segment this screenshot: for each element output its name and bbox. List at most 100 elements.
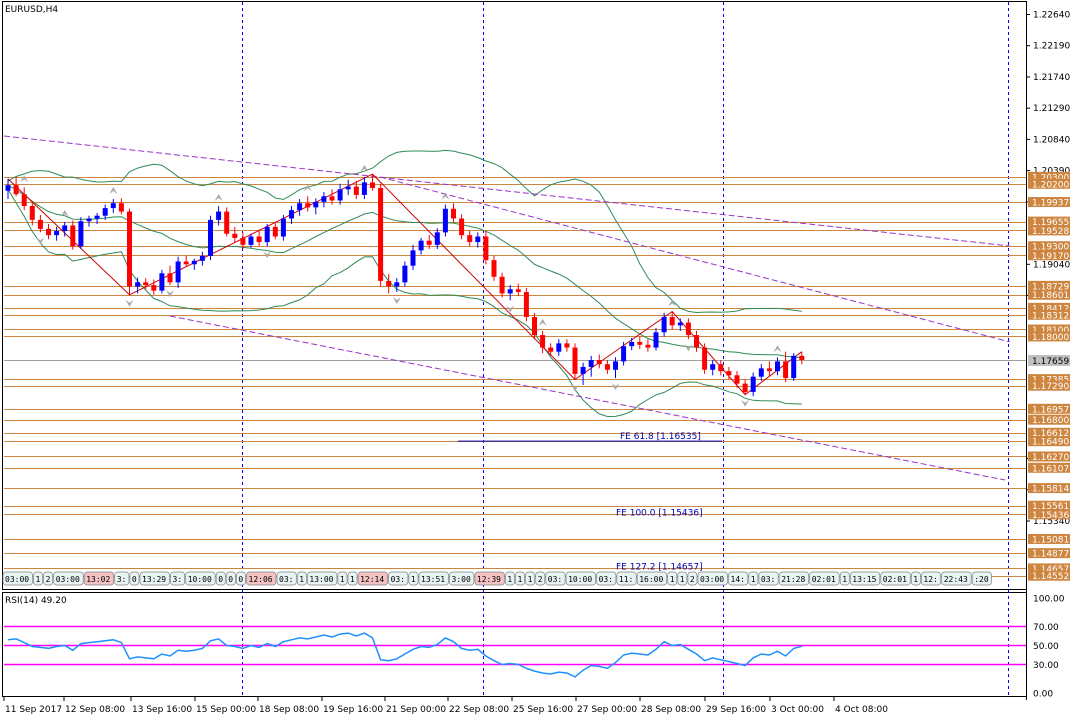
time-tag-box-10	[215, 571, 226, 586]
time-tag-text-14: 03:	[279, 575, 293, 584]
level-box-20	[1028, 462, 1070, 473]
candle-body-13	[110, 203, 116, 209]
candle-body-10	[86, 218, 92, 222]
level-label-23: 1.15436	[1032, 511, 1069, 521]
time-tag-text-43: 1	[842, 575, 847, 584]
candle-body-63	[515, 289, 521, 293]
fractal-down-5	[506, 305, 515, 313]
time-label-2: 13 Sep 16:00	[132, 705, 192, 715]
time-label-4: 18 Sep 08:00	[259, 705, 319, 715]
level-box-4	[1028, 225, 1070, 236]
time-tag-text-42: 02:01	[812, 575, 836, 584]
candle-body-69	[564, 343, 570, 348]
fractal-markers	[20, 164, 782, 407]
candle-body-45	[370, 182, 375, 188]
level-label-25: 1.14877	[1032, 550, 1069, 560]
price-scale-label-5: 1.20390	[1033, 167, 1070, 177]
candle-body-32	[264, 226, 270, 243]
fractal-up-8	[668, 299, 677, 307]
time-tag-text-26: 1	[518, 575, 523, 584]
price-scale-label-4: 1.20840	[1033, 135, 1070, 145]
candle-body-6	[54, 230, 60, 236]
time-tag-text-17: 1	[340, 575, 345, 584]
candle-body-25	[208, 219, 213, 256]
time-tag-text-13: 12:06	[249, 575, 273, 584]
candle-body-5	[46, 228, 51, 236]
candle-body-55	[451, 208, 456, 219]
candle-body-27	[224, 211, 230, 234]
time-tag-text-25: 1	[507, 575, 512, 584]
time-tag-box-18	[347, 571, 358, 586]
rsi-title: RSI(14) 49.20	[5, 596, 67, 606]
level-box-25	[1028, 548, 1070, 559]
level-label-16: 1.16800	[1032, 416, 1069, 426]
candle-body-82	[669, 317, 675, 326]
level-label-21: 1.15814	[1032, 485, 1069, 495]
time-tag-text-40: 03:	[761, 575, 775, 584]
level-label-5: 1.19300	[1032, 243, 1069, 253]
level-box-22	[1028, 500, 1070, 511]
candle-body-90	[734, 375, 740, 384]
level-label-2: 1.19937	[1032, 199, 1069, 209]
candle-body-68	[556, 343, 562, 352]
price-scale-label-0: 1.22640	[1033, 10, 1070, 20]
time-tag-box-14	[276, 571, 297, 586]
time-tag-box-19	[357, 571, 388, 586]
fractal-up-4	[303, 184, 312, 192]
candle-body-46	[378, 187, 384, 281]
fibo-label-1: FE 100.0 [1.15436]	[616, 508, 703, 518]
rsi-plot: 100.00 70.00 50.00 30.00 0.00	[4, 595, 1065, 700]
time-tag-bar: 03:00 1 2 03:00 13:02 3: 0 13:29 3: 10:00 0 0 0 12:06…	[2, 571, 992, 586]
time-tag-text-41: 21:28	[781, 575, 805, 584]
candle-body-77	[629, 341, 635, 347]
candle-body-2	[21, 194, 27, 206]
band-lower	[7, 189, 802, 418]
time-tag-text-37: 03:00	[700, 575, 724, 584]
channel-middle	[379, 176, 1011, 343]
time-tag-box-41	[778, 571, 810, 586]
fibo-label-2: FE 127.2 [1.14657]	[616, 562, 703, 572]
candle-body-95	[775, 361, 780, 372]
time-axis: 11 Sep 2017 12 Sep 08:00 13 Sep 16:00 15 Se…	[3, 697, 888, 715]
rsi-panel[interactable]	[2, 592, 1027, 697]
time-tag-text-47: 12:	[923, 575, 937, 584]
time-tag-box-31	[596, 571, 617, 586]
candle-body-3	[29, 205, 35, 220]
time-label-3: 15 Sep 00:00	[196, 705, 256, 715]
bollinger-bands	[7, 149, 802, 418]
candle-body-60	[491, 260, 497, 277]
level-label-12: 1.18000	[1032, 333, 1069, 343]
time-tag-box-48	[941, 571, 972, 586]
candle-body-72	[588, 360, 594, 367]
level-label-13: 1.17385	[1032, 376, 1069, 386]
candle-body-44	[361, 182, 367, 195]
time-tag-box-12	[236, 571, 246, 586]
level-box-7	[1028, 280, 1070, 291]
candle-body-16	[135, 282, 141, 287]
level-box-0	[1028, 171, 1070, 182]
fractal-up-1	[60, 209, 69, 217]
time-tag-text-15: 1	[299, 575, 304, 584]
fractal-up-7	[538, 318, 547, 326]
time-label-0: 11 Sep 2017	[5, 705, 62, 715]
candle-body-62	[507, 289, 513, 294]
level-label-11: 1.18100	[1032, 326, 1069, 336]
fractal-up-3	[214, 193, 223, 201]
level-label-24: 1.15081	[1032, 535, 1069, 545]
candle-body-48	[394, 282, 400, 287]
candle-body-33	[272, 226, 278, 237]
time-tag-text-1: 1	[36, 575, 41, 584]
time-tag-box-4	[83, 571, 115, 586]
candle-body-84	[685, 322, 691, 336]
fractal-down-9	[741, 399, 750, 407]
candle-body-74	[604, 364, 610, 370]
time-tag-text-24: 12:39	[477, 575, 501, 584]
candle-body-76	[621, 346, 627, 362]
candle-body-87	[710, 364, 716, 370]
time-tag-box-24	[474, 571, 505, 586]
candle-body-53	[434, 232, 440, 245]
candle-body-98	[799, 355, 805, 361]
candle-body-36	[297, 203, 303, 211]
candle-body-15	[127, 211, 132, 287]
